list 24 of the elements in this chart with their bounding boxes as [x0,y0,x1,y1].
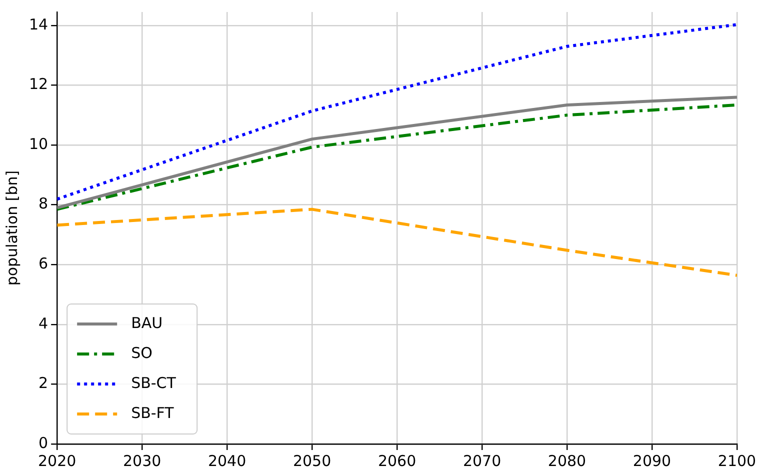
y-tick-label: 2 [38,374,48,392]
x-tick-label: 2040 [208,452,246,470]
x-tick-label: 2070 [462,452,502,470]
x-tick-label: 2090 [632,452,672,470]
y-tick-label: 14 [28,15,48,34]
x-tick-label: 2060 [378,452,416,470]
x-tick-label: 2020 [38,452,76,470]
y-tick-label: 8 [38,194,48,213]
legend-label: SB-CT [131,374,177,392]
x-tick-label: 2100 [718,452,756,470]
x-tick-label: 2080 [548,452,586,470]
y-tick-label: 4 [38,314,48,332]
legend-label: SO [131,344,152,362]
x-tick-label: 2050 [292,452,332,470]
y-tick-label: 10 [28,134,48,153]
y-tick-label: 6 [38,254,48,273]
legend-label: SB-FT [131,404,175,422]
x-tick-label: 2030 [122,452,162,470]
y-tick-label: 0 [38,434,48,452]
y-axis-title: population [bn] [2,170,21,286]
y-tick-label: 12 [28,75,48,94]
legend-label: BAU [131,314,163,332]
line-series [57,23,737,201]
line-series [57,208,737,277]
